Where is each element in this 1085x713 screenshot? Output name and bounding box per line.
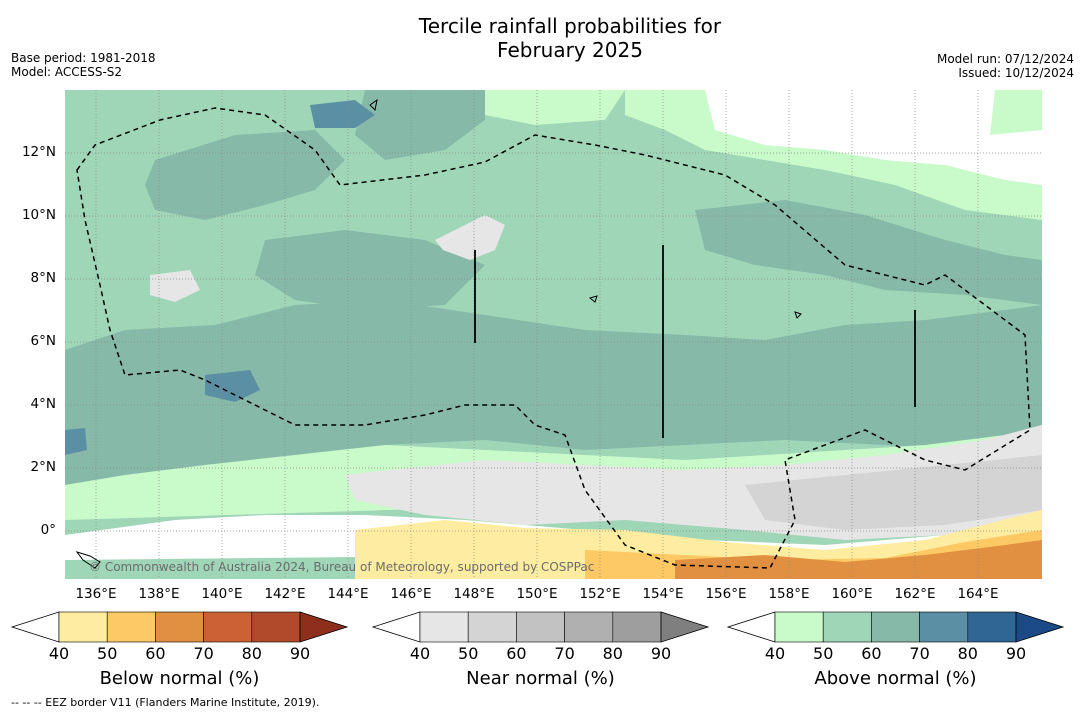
field-above-60-central	[65, 300, 1042, 485]
lon-tick-label: 144°E	[327, 586, 369, 602]
colorbar-segment	[822, 611, 872, 643]
colorbar-segment	[516, 611, 565, 643]
lon-tick-label: 154°E	[642, 586, 684, 602]
colorbar-tick-label: 80	[958, 644, 978, 663]
colorbar-tick-label: 90	[290, 644, 310, 663]
lon-tick-label: 162°E	[894, 586, 936, 602]
model-text: Model: ACCESS-S2	[11, 65, 123, 79]
colorbar-segment	[612, 611, 662, 643]
colorbar-segment	[467, 611, 517, 643]
colorbar-tick-label: 60	[145, 644, 165, 663]
colorbar-tick-label: 70	[554, 644, 574, 663]
colorbar-extend-high	[1015, 611, 1065, 643]
colorbar-tick-label: 40	[49, 644, 69, 663]
field-above-60-east	[695, 200, 1042, 305]
colorbar-extend-low	[10, 611, 60, 643]
colorbar-tick-label: 40	[765, 644, 785, 663]
colorbar-segment	[919, 611, 969, 643]
colorbar-tick-label: 90	[651, 644, 671, 663]
colorbar-extend-high	[299, 611, 349, 643]
colorbar-legends: 40 50 60 70 80 90 Below normal (%) 40 50 60 70 80 90…	[10, 611, 1065, 689]
chart-title: Tercile rainfall probabilities for Febru…	[418, 14, 722, 62]
colorbar-tick-label: 40	[410, 644, 430, 663]
field-near-40-island	[435, 215, 505, 260]
issued-text: Issued: 10/12/2024	[958, 66, 1074, 80]
lon-tick-label: 152°E	[579, 586, 621, 602]
model-run-text: Model run: 07/12/2024	[936, 52, 1074, 66]
colorbar-tick-label: 70	[193, 644, 213, 663]
field-white-top	[705, 90, 1042, 185]
lat-tick-label: 0°	[40, 522, 56, 538]
colorbar-tick-label: 70	[909, 644, 929, 663]
colorbar-segment	[203, 611, 253, 643]
colorbar-tick-label: 50	[458, 644, 478, 663]
colorbar-segment	[106, 611, 156, 643]
colorbar-tick-label: 60	[861, 644, 881, 663]
lon-tick-label: 160°E	[831, 586, 873, 602]
colorbar-title: Below normal (%)	[100, 668, 260, 689]
field-above-40-corner	[990, 90, 1042, 135]
colorbar-tick-label: 50	[97, 644, 117, 663]
field-near-50	[745, 455, 1042, 530]
lat-tick-label: 8°N	[30, 270, 56, 286]
colorbar-segment	[564, 611, 614, 643]
lon-tick-label: 136°E	[75, 586, 117, 602]
colorbar-segment	[58, 611, 108, 643]
colorbar-segment	[155, 611, 204, 643]
attribution-text: © Commonwealth of Australia 2024, Bureau…	[89, 560, 594, 574]
colorbar-tick-label: 50	[813, 644, 833, 663]
lon-tick-label: 138°E	[138, 586, 180, 602]
map-canvas: © Commonwealth of Australia 2024, Bureau…	[65, 90, 1042, 579]
base-period-text: Base period: 1981-2018	[11, 51, 156, 65]
probability-fields	[65, 90, 1042, 579]
field-below-60	[675, 540, 1042, 579]
field-above-40-top2	[465, 90, 625, 125]
lat-tick-label: 6°N	[30, 333, 56, 349]
lon-tick-label: 156°E	[705, 586, 747, 602]
map-panel: © Commonwealth of Australia 2024, Bureau…	[65, 90, 1042, 579]
colorbar-segment	[419, 611, 469, 643]
field-above-60-west	[255, 230, 485, 310]
field-above-60-a	[145, 130, 345, 220]
lat-tick-label: 2°N	[30, 459, 56, 475]
field-near-40-west	[150, 270, 200, 302]
eez-footnote: -- -- -- EEZ border V11 (Flanders Marine…	[11, 696, 320, 709]
colorbar-title: Above normal (%)	[814, 668, 976, 689]
colorbar-extend-low	[371, 611, 421, 643]
lon-tick-label: 158°E	[768, 586, 810, 602]
meta-right: Model run: 07/12/2024 Issued: 10/12/2024	[937, 52, 1074, 80]
colorbar-tick-label: 80	[603, 644, 623, 663]
eez-border	[76, 107, 1031, 569]
colorbar-tick-label: 80	[242, 644, 262, 663]
lon-tick-label: 148°E	[453, 586, 495, 602]
colorbar-segment	[967, 611, 1017, 643]
lon-tick-label: 150°E	[516, 586, 558, 602]
field-above-70-b	[205, 370, 260, 402]
colorbar-0: 40 50 60 70 80 90 Below normal (%)	[10, 611, 349, 689]
meta-left: Base period: 1981-2018 Model: ACCESS-S2	[11, 51, 156, 79]
colorbar-segment	[251, 611, 301, 643]
field-above-70-a	[310, 100, 375, 128]
gridlines	[65, 90, 1042, 579]
lat-tick-label: 12°N	[21, 144, 56, 160]
colorbar-tick-label: 90	[1006, 644, 1026, 663]
lat-tick-label: 4°N	[30, 396, 56, 412]
colorbar-segment	[774, 611, 824, 643]
colorbar-extend-low	[726, 611, 776, 643]
lon-tick-label: 164°E	[957, 586, 999, 602]
lat-tick-label: 10°N	[21, 207, 56, 223]
field-above-60-b	[355, 90, 485, 160]
colorbar-extend-high	[660, 611, 710, 643]
colorbar-2: 40 50 60 70 80 90 Above normal (%)	[726, 611, 1065, 689]
colorbar-1: 40 50 60 70 80 90 Near normal (%)	[371, 611, 710, 689]
lon-tick-label: 146°E	[390, 586, 432, 602]
colorbar-title: Near normal (%)	[466, 668, 615, 689]
colorbar-tick-label: 60	[506, 644, 526, 663]
field-above-50-topleft	[65, 90, 325, 150]
lon-tick-label: 140°E	[201, 586, 243, 602]
lon-tick-label: 142°E	[264, 586, 306, 602]
colorbar-segment	[871, 611, 920, 643]
islands	[75, 98, 802, 569]
field-above-70-c	[65, 428, 87, 455]
